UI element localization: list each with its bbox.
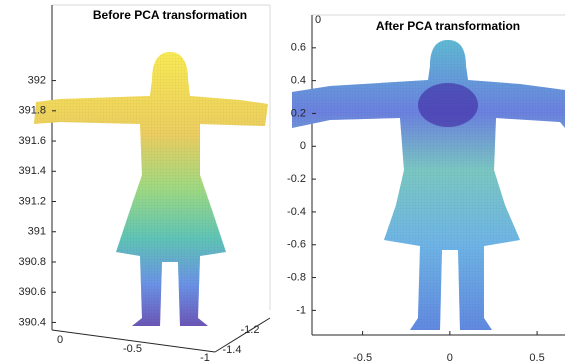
y-tick-label: -1 (296, 304, 306, 316)
y-tick-label: -0.8 (287, 271, 306, 283)
x-tick-label: -0.5 (353, 352, 372, 362)
x-tick-label: -1 (200, 352, 210, 362)
z-tick-label: 0 (315, 14, 321, 26)
y-tick-label: -0.6 (287, 239, 306, 251)
y-tick-label: 0 (300, 140, 306, 152)
y-tick-label: 391.4 (18, 165, 46, 177)
x-tick-label: 0 (57, 334, 63, 346)
x-tick-label: 0.5 (529, 352, 544, 362)
z-tick-label: -1.2 (241, 324, 260, 336)
y-tick-label: -0.4 (287, 206, 306, 218)
y-tick-label: 390.6 (18, 286, 46, 298)
y-tick-label: 391.2 (18, 195, 46, 207)
figure: Before PCA transformation After PCA tran… (0, 0, 565, 362)
chart-title: After PCA transformation (376, 19, 520, 33)
y-tick-label: 391.8 (18, 105, 46, 117)
x-tick-label: -0.5 (123, 343, 142, 355)
y-tick-label: 391.6 (18, 135, 46, 147)
y-tick-label: 390.8 (18, 256, 46, 268)
y-tick-label: 0.2 (291, 107, 306, 119)
y-tick-label: -0.2 (287, 173, 306, 185)
y-tick-label: 0.6 (291, 42, 306, 54)
z-tick-label: -1.4 (223, 344, 242, 356)
left-panel: Before PCA transformation (34, 5, 270, 352)
x-tick-label: 0 (447, 352, 453, 362)
right-panel: After PCA transformation (292, 15, 565, 335)
dense-region (418, 83, 478, 127)
chart-title: Before PCA transformation (93, 8, 247, 22)
y-tick-label: 391 (28, 226, 46, 238)
y-tick-label: 390.4 (18, 316, 46, 328)
point-texture (34, 52, 268, 326)
y-tick-label: 392 (28, 74, 46, 86)
y-tick-label: 0.4 (291, 75, 306, 87)
point-texture (292, 40, 565, 330)
